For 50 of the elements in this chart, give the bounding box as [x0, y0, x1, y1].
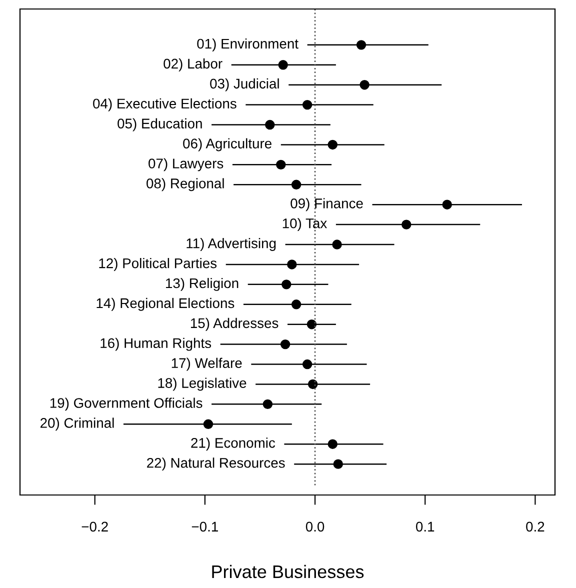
point — [332, 240, 342, 250]
point — [360, 80, 370, 90]
point — [291, 180, 302, 190]
x-tick-label: −0.2 — [82, 522, 108, 532]
y-tick-label: 13) Religion — [166, 278, 238, 291]
y-tick-label: 21) Economic — [191, 438, 276, 451]
y-tick-label: 10) Tax — [282, 218, 327, 232]
y-tick-label: 02) Labor — [164, 58, 222, 72]
x-tick-label: 0.0 — [306, 522, 324, 532]
y-tick-label: 01) Environment — [197, 38, 298, 52]
y-tick-label: 17) Welfare — [172, 358, 242, 371]
y-tick-label: 14) Regional Elections — [96, 298, 234, 311]
point — [328, 439, 338, 449]
point — [282, 280, 292, 290]
point — [356, 40, 366, 50]
point — [328, 140, 338, 150]
y-tick-label: 12) Political Parties — [99, 258, 217, 271]
point — [280, 339, 290, 350]
point — [402, 220, 412, 230]
y-tick-label: 22) Natural Resources — [147, 458, 285, 471]
y-tick-label: 20) Criminal — [40, 418, 114, 431]
point — [265, 120, 275, 130]
point — [302, 100, 312, 110]
y-tick-label: 04) Executive Elections — [93, 98, 236, 112]
y-tick-label: 18) Legislative — [158, 378, 246, 391]
point — [203, 419, 214, 430]
point — [302, 359, 312, 370]
y-tick-label: 07) Lawyers — [148, 158, 224, 172]
point — [276, 160, 286, 170]
y-tick-label: 08) Regional — [146, 178, 224, 192]
point — [308, 379, 318, 390]
point — [442, 200, 452, 210]
x-tick-label: 0.2 — [526, 522, 544, 532]
y-tick-label: 16) Human Rights — [100, 338, 212, 351]
point — [306, 319, 317, 330]
y-tick-label: 15) Addresses — [190, 318, 278, 331]
point — [287, 260, 297, 270]
x-tick-label: −0.1 — [192, 522, 218, 532]
y-tick-label: 11) Advertising — [186, 238, 276, 251]
x-tick-label: 0.1 — [416, 522, 434, 532]
y-tick-label: 06) Agriculture — [183, 138, 272, 152]
point — [291, 300, 302, 310]
x-axis-title: Private Businesses — [212, 564, 364, 578]
point — [262, 399, 273, 410]
point — [278, 60, 288, 70]
y-tick-label: 09) Finance — [290, 198, 363, 212]
y-tick-label: 19) Government Officials — [50, 398, 202, 411]
y-tick-label: 03) Judicial — [210, 78, 279, 92]
point — [333, 459, 343, 469]
y-tick-label: 05) Education — [118, 118, 202, 132]
